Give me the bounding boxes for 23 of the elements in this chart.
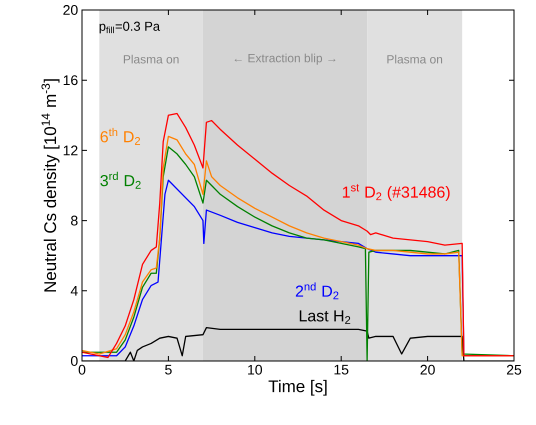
band-label: Plasma on — [124, 54, 179, 64]
x-tick-label: 20 — [420, 364, 435, 375]
band-label: ← Extraction blip → — [234, 54, 336, 65]
y-tick-label: 8 — [71, 216, 78, 226]
x-tick-label: 0 — [78, 364, 86, 375]
x-axis-title: Time [s] — [268, 380, 327, 396]
x-tick-label: 15 — [334, 364, 348, 375]
y-tick-label: 12 — [64, 146, 78, 156]
series-label: 1$^{st}$ D$_{2}$ (#31486) — [342, 184, 450, 201]
band-label: Plasma on — [387, 54, 442, 64]
series-label: 6$^{th}$ D$_{2}$ — [100, 128, 140, 145]
y-tick-label: 16 — [64, 75, 78, 86]
x-tick-label: 25 — [506, 364, 522, 375]
y-tick-label: 0 — [70, 356, 78, 366]
annotation: p$_{fill}$=0.3 Pa — [100, 22, 160, 34]
series-label: 3$^{rd}$ D$_{2}$ — [100, 172, 141, 189]
x-tick-label: 10 — [248, 364, 262, 375]
series-label: Last H$_{2}$ — [300, 310, 350, 324]
y-tick-label: 20 — [63, 5, 78, 15]
y-axis-title: Neutral Cs density [10$^{14}$ m$^{-3}$] — [41, 79, 60, 292]
text: 2$^{nd}$ D$_{2}$ — [296, 282, 338, 300]
y-tick-label: 4 — [70, 286, 78, 296]
x-tick-label: 5 — [165, 364, 172, 375]
